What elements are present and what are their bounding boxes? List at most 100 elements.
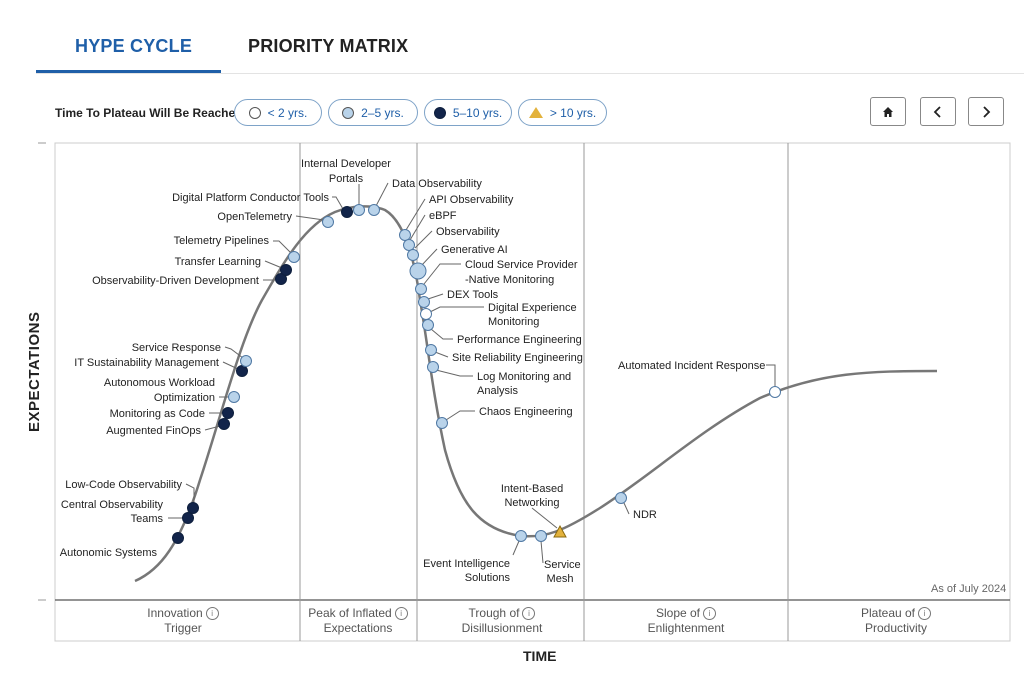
technology-marker[interactable] — [341, 206, 353, 218]
technology-marker[interactable] — [427, 361, 439, 373]
technology-marker[interactable] — [240, 355, 252, 367]
technology-item[interactable]: Generative AI — [409, 244, 508, 280]
legend-filter-2-5[interactable]: 2–5 yrs. — [328, 99, 418, 126]
technology-item[interactable]: Telemetry Pipelines — [174, 235, 300, 263]
phase-label: Trough of i Disillusionment — [402, 606, 602, 636]
technology-marker[interactable] — [228, 391, 240, 403]
technology-item[interactable]: Cloud Service Provider -Native Monitoring — [415, 259, 578, 295]
technology-item[interactable]: Observability — [407, 226, 501, 261]
technology-marker[interactable] — [322, 216, 334, 228]
technology-marker[interactable] — [172, 532, 184, 544]
leader-line — [445, 410, 475, 421]
technology-item[interactable]: IT Sustainability Management — [74, 357, 248, 377]
technology-marker[interactable] — [409, 262, 427, 280]
tab-hype-cycle[interactable]: HYPE CYCLE — [75, 36, 193, 56]
technology-item[interactable]: Low-Code Observability — [65, 479, 199, 514]
technology-item[interactable]: NDR — [615, 492, 657, 522]
leader-line — [185, 483, 195, 504]
legend-item-label: 2–5 yrs. — [361, 105, 404, 120]
technology-label: Monitoring as Code — [110, 408, 205, 420]
next-button[interactable] — [968, 97, 1004, 126]
tab-priority-matrix[interactable]: PRIORITY MATRIX — [248, 36, 409, 56]
technology-marker[interactable] — [280, 264, 292, 276]
home-button[interactable] — [870, 97, 906, 126]
technology-label: NDR — [633, 509, 657, 521]
info-icon[interactable]: i — [205, 607, 219, 620]
technology-marker[interactable] — [769, 386, 781, 398]
technology-item[interactable]: Monitoring as Code — [110, 407, 234, 421]
legend-filter-lt2[interactable]: < 2 yrs. — [234, 99, 322, 126]
technology-item[interactable]: OpenTelemetry — [217, 211, 334, 228]
technology-label: Optimization — [154, 392, 215, 404]
technology-item[interactable]: Chaos Engineering — [436, 406, 573, 429]
leader-line — [427, 293, 444, 300]
info-icon[interactable]: i — [918, 607, 932, 620]
technology-marker[interactable] — [236, 365, 248, 377]
technology-label: Chaos Engineering — [479, 406, 573, 418]
technology-label: Portals — [329, 173, 364, 185]
technology-marker[interactable] — [275, 273, 287, 285]
technology-item[interactable]: Event Intelligence Solutions — [423, 530, 527, 585]
technology-marker[interactable] — [422, 319, 434, 331]
technology-marker[interactable] — [420, 308, 432, 320]
technology-label: Solutions — [465, 572, 511, 584]
technology-marker[interactable] — [403, 239, 415, 251]
technology-item[interactable]: Central Observability Teams — [61, 499, 194, 525]
technology-marker[interactable] — [368, 204, 380, 216]
technology-marker[interactable] — [399, 229, 411, 241]
technology-item[interactable]: Autonomic Systems — [60, 532, 184, 560]
technology-marker[interactable] — [615, 492, 627, 504]
leader-line — [512, 540, 520, 556]
technology-marker[interactable] — [222, 407, 234, 419]
technology-marker[interactable] — [353, 204, 365, 216]
technology-label: Analysis — [477, 385, 518, 397]
legend-filter-5-10[interactable]: 5–10 yrs. — [424, 99, 512, 126]
technology-item[interactable]: Internal Developer Portals — [301, 158, 391, 216]
technology-item[interactable]: Automated Incident Response — [618, 360, 781, 398]
technology-item[interactable]: Performance Engineering — [422, 319, 582, 347]
leader-line — [224, 346, 244, 359]
technology-label: -Native Monitoring — [465, 274, 554, 286]
technology-marker[interactable] — [515, 530, 527, 542]
technology-item[interactable]: Autonomous Workload Optimization — [104, 377, 240, 404]
technology-item[interactable]: Augmented FinOps — [106, 418, 230, 438]
technology-item[interactable]: Data Observability — [368, 178, 483, 216]
technology-marker[interactable] — [288, 251, 300, 263]
technology-marker[interactable] — [418, 296, 430, 308]
technology-marker[interactable] — [187, 502, 199, 514]
light-circle-icon — [342, 106, 355, 119]
technology-item[interactable]: API Observability — [399, 194, 514, 241]
technology-marker[interactable] — [535, 530, 547, 542]
technology-item[interactable]: Log Monitoring and Analysis — [427, 361, 572, 398]
technology-item[interactable]: Intent-Based Networking — [501, 483, 567, 538]
info-icon[interactable]: i — [703, 607, 717, 620]
technology-label: Observability — [436, 226, 500, 238]
dark-circle-icon — [433, 106, 446, 119]
technology-item[interactable]: Transfer Learning — [175, 256, 292, 276]
technology-marker[interactable] — [407, 249, 419, 261]
legend-filter-gt10[interactable]: > 10 yrs. — [518, 99, 607, 126]
technology-marker[interactable] — [436, 417, 448, 429]
previous-button[interactable] — [920, 97, 956, 126]
technology-marker[interactable] — [553, 524, 567, 538]
info-icon[interactable]: i — [522, 607, 536, 620]
technology-marker[interactable] — [425, 344, 437, 356]
info-icon[interactable]: i — [394, 607, 408, 620]
technology-item[interactable]: Service Response — [132, 342, 252, 367]
technology-label: Log Monitoring and — [477, 371, 571, 383]
technology-marker[interactable] — [415, 283, 427, 295]
technology-item[interactable]: Site Reliability Engineering — [425, 344, 583, 365]
technology-item[interactable]: DEX Tools — [418, 289, 499, 308]
technology-item[interactable]: Digital Platform Conductor Tools — [172, 192, 353, 218]
technology-item[interactable]: eBPF — [403, 210, 457, 251]
technology-marker[interactable] — [182, 512, 194, 524]
phase-label-line: Trough of — [468, 606, 520, 620]
technology-label: OpenTelemetry — [217, 211, 292, 223]
technology-item[interactable]: Service Mesh — [535, 530, 581, 586]
technology-marker[interactable] — [218, 418, 230, 430]
technology-label: Internal Developer — [301, 158, 391, 170]
technology-item[interactable]: Observability-Driven Development — [92, 273, 287, 288]
leader-line — [531, 507, 558, 529]
technology-item[interactable]: Digital Experience Monitoring — [420, 302, 577, 328]
